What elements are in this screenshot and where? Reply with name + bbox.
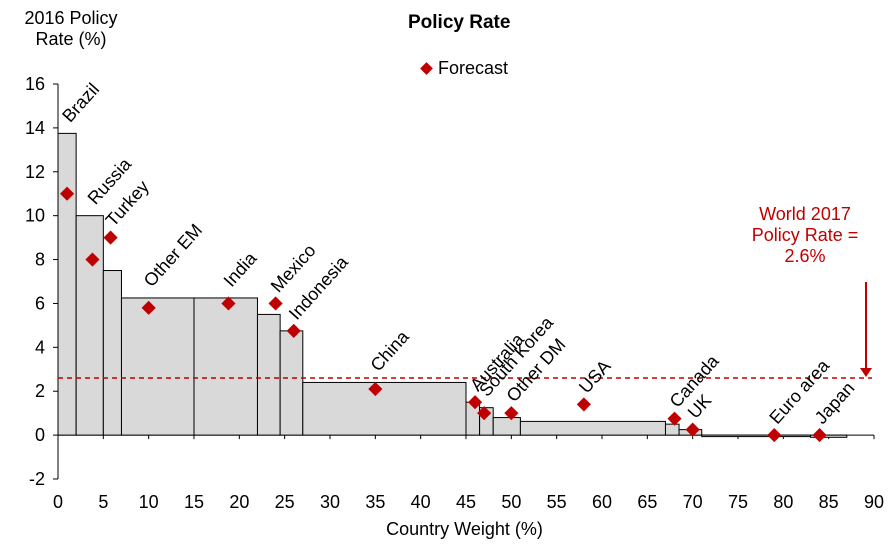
x-tick-label: 90 — [864, 492, 884, 512]
world-rate-line2: Policy Rate = — [751, 225, 859, 245]
forecast-marker — [268, 296, 283, 311]
legend: Forecast — [418, 58, 508, 79]
y-tick-label: 8 — [35, 250, 45, 270]
bar-euro-area — [701, 434, 812, 438]
x-tick-label: 15 — [184, 492, 204, 512]
y-tick-label: 2 — [35, 381, 45, 401]
x-tick-label: 55 — [547, 492, 567, 512]
x-tick-label: 30 — [320, 492, 340, 512]
world-rate-line1: World 2017 — [759, 204, 851, 224]
forecast-marker — [286, 323, 301, 338]
forecast-marker — [685, 422, 700, 437]
forecast-marker — [477, 406, 492, 421]
bar-china — [302, 381, 467, 436]
forecast-marker — [576, 397, 591, 412]
bar-canada — [664, 423, 680, 436]
bar-indonesia — [279, 330, 304, 436]
x-tick-label: 85 — [819, 492, 839, 512]
forecast-marker — [368, 381, 383, 397]
x-tick-label: 45 — [456, 492, 476, 512]
x-tick-label: 40 — [411, 492, 431, 512]
y-tick-label: 10 — [25, 206, 45, 226]
y-tick-label: 16 — [25, 74, 45, 94]
x-axis-title: Country Weight (%) — [386, 519, 543, 539]
y-tick-label: 4 — [35, 337, 45, 357]
world-rate-line3: 2.6% — [784, 246, 826, 266]
world-rate-annotation: World 2017 Policy Rate = 2.6% — [725, 204, 885, 267]
bar-brazil — [57, 132, 77, 436]
x-tick-label: 25 — [275, 492, 295, 512]
bar-india — [193, 297, 258, 436]
x-tick-label: 20 — [229, 492, 249, 512]
bar-russia — [75, 215, 104, 436]
forecast-marker — [141, 300, 156, 315]
forecast-marker — [767, 428, 782, 443]
bar-mexico — [256, 313, 281, 436]
x-tick-label: 60 — [592, 492, 612, 512]
y-tick-label: 12 — [25, 162, 45, 182]
legend-label: Forecast — [438, 58, 509, 78]
x-tick-label: 80 — [773, 492, 793, 512]
y-axis-title-line1: 2016 Policy — [24, 8, 118, 28]
bar-turkey — [102, 270, 122, 436]
y-tick-label: 0 — [35, 425, 45, 445]
bar-other-em — [120, 297, 195, 436]
bar-australia — [465, 401, 481, 436]
forecast-marker — [667, 411, 682, 426]
y-axis-title-line2: Rate (%) — [35, 29, 107, 49]
forecast-marker — [504, 406, 519, 421]
y-axis-title: 2016 Policy Rate (%) — [12, 8, 130, 50]
y-tick-label: 6 — [35, 293, 45, 313]
country-label: China — [366, 326, 413, 375]
country-label: Other EM — [140, 220, 206, 291]
forecast-marker — [467, 395, 483, 410]
x-tick-label: 50 — [501, 492, 521, 512]
x-tick-label: 0 — [53, 492, 63, 512]
bar-usa — [519, 420, 666, 436]
y-tick-label: 14 — [25, 118, 45, 138]
x-tick-label: 70 — [683, 492, 703, 512]
x-tick-label: 35 — [365, 492, 385, 512]
bar-other-dm — [492, 417, 521, 436]
forecast-marker — [812, 428, 827, 443]
x-tick-label: 75 — [728, 492, 748, 512]
chart-title: Policy Rate — [408, 12, 511, 33]
y-tick-label: -2 — [29, 469, 45, 489]
forecast-marker — [221, 296, 236, 311]
forecast-marker — [103, 230, 118, 245]
x-tick-label: 10 — [139, 492, 159, 512]
country-label: USA — [575, 356, 615, 397]
country-label: India — [220, 248, 262, 291]
country-label: Brazil — [58, 79, 103, 126]
world-rate-arrow-head — [860, 368, 872, 378]
x-tick-label: 5 — [98, 492, 108, 512]
bar-japan — [810, 434, 848, 438]
x-tick-label: 65 — [637, 492, 657, 512]
